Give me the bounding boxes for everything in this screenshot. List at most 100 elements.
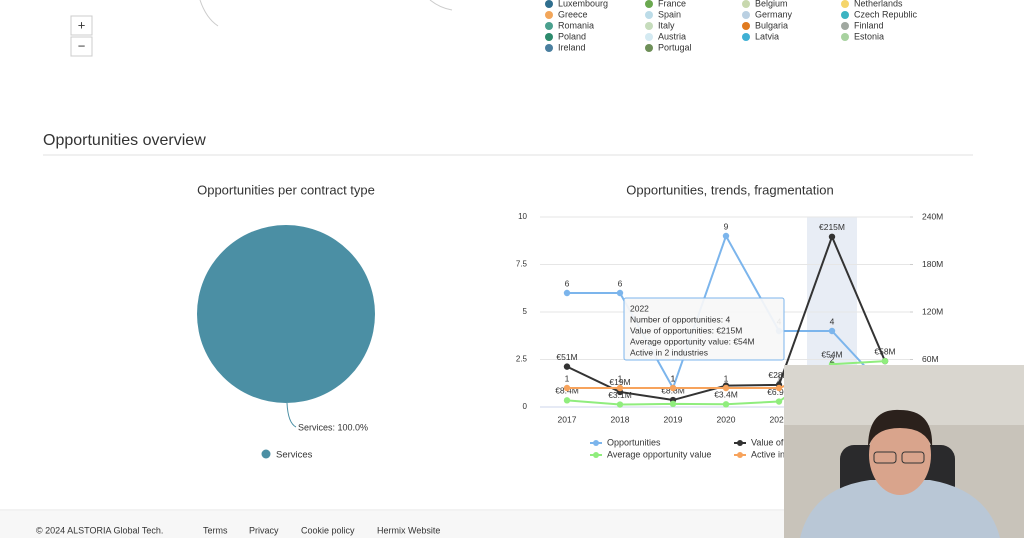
data-point[interactable] xyxy=(616,401,624,408)
legend-label[interactable]: Spain xyxy=(658,9,681,19)
footer-link[interactable]: Hermix Website xyxy=(377,525,440,535)
data-point[interactable] xyxy=(828,233,836,240)
legend-label[interactable]: Average opportunity value xyxy=(607,449,711,459)
data-label: €3.1M xyxy=(608,390,632,400)
zoom-out[interactable]: − xyxy=(78,38,86,53)
data-label: 2 xyxy=(830,354,835,364)
data-point[interactable] xyxy=(563,289,571,297)
legend-swatch xyxy=(593,440,599,446)
legend-label[interactable]: Italy xyxy=(658,20,675,30)
x-tick-label: 2018 xyxy=(611,414,630,424)
legend-swatch xyxy=(545,0,553,8)
data-label: €51M xyxy=(556,352,577,362)
footer-link[interactable]: Terms xyxy=(203,525,228,535)
tooltip-line: Active in 2 industries xyxy=(630,347,708,357)
data-point[interactable] xyxy=(563,397,571,404)
footer-link[interactable]: Privacy xyxy=(249,525,279,535)
data-label: €19M xyxy=(609,377,630,387)
data-label: €54M xyxy=(821,350,842,360)
legend-label[interactable]: Services xyxy=(276,450,313,461)
legend-label[interactable]: Luxembourg xyxy=(558,0,608,8)
data-point[interactable] xyxy=(828,327,836,335)
legend-swatch xyxy=(742,33,750,41)
legend-label[interactable]: Ireland xyxy=(558,42,586,52)
legend-label[interactable]: Poland xyxy=(558,31,586,41)
y-tick-label: 7.5 xyxy=(516,260,528,269)
legend-label[interactable]: Austria xyxy=(658,31,686,41)
data-label: 1 xyxy=(724,373,729,383)
y2-tick-label: 120M xyxy=(922,306,943,316)
data-label: €3.4M xyxy=(714,390,738,400)
legend-label[interactable]: Netherlands xyxy=(854,0,903,8)
legend-swatch xyxy=(742,11,750,19)
y-tick-label: 10 xyxy=(518,212,527,221)
y-tick-label: 0 xyxy=(523,402,528,411)
tooltip-title: 2022 xyxy=(630,303,649,313)
webcam-overlay xyxy=(784,365,1024,538)
legend-swatch xyxy=(545,33,553,41)
pie-slice[interactable] xyxy=(197,225,375,403)
face xyxy=(869,415,931,495)
data-point[interactable] xyxy=(563,363,571,370)
legend-label[interactable]: Latvia xyxy=(755,31,779,41)
data-point[interactable] xyxy=(722,384,730,392)
data-label: 6 xyxy=(565,278,570,288)
legend-label[interactable]: Finland xyxy=(854,20,884,30)
x-tick-label: 2021 xyxy=(770,414,789,424)
data-label: €215M xyxy=(819,222,845,232)
y-tick-label: 2.5 xyxy=(516,355,528,364)
legend-label[interactable]: Romania xyxy=(558,20,594,30)
data-label: €58M xyxy=(874,346,895,356)
data-point[interactable] xyxy=(563,384,571,392)
zoom-in-button[interactable] xyxy=(70,15,93,36)
legend-label[interactable]: Germany xyxy=(755,9,793,19)
data-point[interactable] xyxy=(722,401,730,408)
y-tick-label: 5 xyxy=(523,307,528,316)
footer-links: Terms Privacy Cookie policy Hermix Website xyxy=(203,525,440,535)
tooltip-line: Average opportunity value: €54M xyxy=(630,336,755,346)
legend-swatch xyxy=(737,452,743,458)
legend-label[interactable]: Opportunities xyxy=(607,437,661,447)
legend-label[interactable]: Czech Republic xyxy=(854,9,918,19)
legend-label[interactable]: Estonia xyxy=(854,31,884,41)
data-point[interactable] xyxy=(616,384,624,392)
y2-tick-label: 60M xyxy=(922,354,939,364)
chart-title: Opportunities per contract type xyxy=(197,182,375,197)
data-point[interactable] xyxy=(669,400,677,408)
legend-label[interactable]: Greece xyxy=(558,9,588,19)
data-label: €28M xyxy=(768,370,789,380)
data-label: 1 xyxy=(671,373,676,383)
x-tick-label: 2019 xyxy=(664,414,683,424)
legend-swatch xyxy=(545,44,553,52)
legend-label[interactable]: Portugal xyxy=(658,42,692,52)
data-point[interactable] xyxy=(669,384,677,392)
legend-label[interactable]: Bulgaria xyxy=(755,20,788,30)
legend-swatch xyxy=(645,44,653,52)
data-label: 4 xyxy=(830,316,835,326)
legend-swatch xyxy=(593,452,599,458)
legend-swatch xyxy=(841,11,849,19)
data-point[interactable] xyxy=(775,384,783,392)
map-outline xyxy=(199,0,453,27)
legend-label[interactable]: Belgium xyxy=(755,0,788,8)
legend-swatch xyxy=(645,0,653,8)
legend-swatch xyxy=(645,11,653,19)
data-label: Services: 100.0% xyxy=(298,422,368,432)
legend-swatch xyxy=(841,33,849,41)
legend-swatch xyxy=(841,22,849,30)
legend-swatch xyxy=(742,0,750,8)
zoom-out-button[interactable] xyxy=(70,36,93,57)
data-point[interactable] xyxy=(722,232,730,240)
data-point[interactable] xyxy=(616,289,624,297)
legend-label[interactable]: France xyxy=(658,0,686,8)
footer-link[interactable]: Cookie policy xyxy=(301,525,355,535)
data-point[interactable] xyxy=(775,398,783,405)
data-point[interactable] xyxy=(881,357,889,365)
glasses xyxy=(901,451,925,464)
charts: Opportunities per contract type Services:… xyxy=(197,182,943,461)
tooltip-line: Value of opportunities: €215M xyxy=(630,325,742,335)
zoom-in[interactable]: + xyxy=(78,17,86,32)
y2-tick-label: 180M xyxy=(922,259,943,269)
